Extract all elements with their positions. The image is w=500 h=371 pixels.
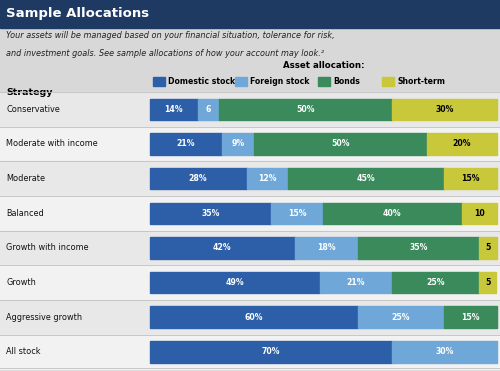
- Bar: [222, 133, 254, 155]
- Text: 25%: 25%: [392, 313, 410, 322]
- Bar: [246, 168, 288, 189]
- Bar: [235, 77, 247, 86]
- Text: 45%: 45%: [357, 174, 376, 183]
- Bar: [150, 272, 320, 293]
- Text: Growth: Growth: [6, 278, 36, 287]
- Text: 21%: 21%: [346, 278, 365, 287]
- Text: Growth with income: Growth with income: [6, 243, 89, 252]
- Text: and investment goals. See sample allocations of how your account may look.²: and investment goals. See sample allocat…: [6, 49, 324, 58]
- Bar: [150, 237, 295, 259]
- Text: 15%: 15%: [288, 209, 306, 218]
- Bar: [150, 133, 222, 155]
- Text: 30%: 30%: [436, 347, 454, 356]
- Text: Aggressive growth: Aggressive growth: [6, 313, 82, 322]
- Text: 42%: 42%: [213, 243, 232, 252]
- Text: 5: 5: [485, 243, 490, 252]
- Bar: [198, 99, 219, 120]
- Bar: [320, 272, 392, 293]
- Text: 21%: 21%: [176, 139, 195, 148]
- Bar: [358, 306, 444, 328]
- Bar: [444, 306, 496, 328]
- Text: Strategy: Strategy: [6, 88, 53, 97]
- Bar: [0, 0, 500, 28]
- Text: 50%: 50%: [296, 105, 315, 114]
- Bar: [462, 203, 496, 224]
- Bar: [0, 161, 500, 196]
- Text: 40%: 40%: [383, 209, 402, 218]
- Text: 5: 5: [485, 278, 490, 287]
- Text: 15%: 15%: [461, 174, 479, 183]
- Bar: [427, 133, 496, 155]
- Text: 28%: 28%: [189, 174, 208, 183]
- Text: Conservative: Conservative: [6, 105, 60, 114]
- Text: Short-term: Short-term: [398, 77, 446, 86]
- Bar: [150, 203, 271, 224]
- Bar: [0, 230, 500, 265]
- Bar: [318, 77, 330, 86]
- Bar: [444, 168, 496, 189]
- Text: 30%: 30%: [436, 105, 454, 114]
- Bar: [152, 77, 164, 86]
- Text: 35%: 35%: [409, 243, 428, 252]
- Text: 20%: 20%: [452, 139, 471, 148]
- Text: 9%: 9%: [232, 139, 244, 148]
- Bar: [150, 341, 392, 362]
- Text: Moderate: Moderate: [6, 174, 46, 183]
- Bar: [0, 92, 500, 127]
- Text: 70%: 70%: [262, 347, 280, 356]
- Bar: [150, 168, 246, 189]
- Text: 18%: 18%: [317, 243, 336, 252]
- Text: Balanced: Balanced: [6, 209, 44, 218]
- Bar: [392, 272, 479, 293]
- Bar: [0, 265, 500, 300]
- Bar: [382, 77, 394, 86]
- Bar: [295, 237, 358, 259]
- Text: 60%: 60%: [244, 313, 263, 322]
- Text: Your assets will be managed based on your financial situation, tolerance for ris: Your assets will be managed based on you…: [6, 31, 335, 40]
- Bar: [392, 341, 496, 362]
- Text: Moderate with income: Moderate with income: [6, 139, 98, 148]
- Text: Bonds: Bonds: [333, 77, 360, 86]
- Bar: [219, 99, 392, 120]
- Bar: [0, 127, 500, 161]
- Text: 25%: 25%: [426, 278, 445, 287]
- Bar: [479, 272, 496, 293]
- Text: Sample Allocations: Sample Allocations: [6, 7, 150, 20]
- Text: 35%: 35%: [201, 209, 220, 218]
- Text: 12%: 12%: [258, 174, 276, 183]
- Bar: [0, 300, 500, 335]
- Text: 14%: 14%: [164, 105, 183, 114]
- Text: 49%: 49%: [225, 278, 244, 287]
- Bar: [150, 306, 358, 328]
- Bar: [323, 203, 462, 224]
- Text: All stock: All stock: [6, 347, 41, 356]
- Text: 50%: 50%: [331, 139, 349, 148]
- Bar: [358, 237, 479, 259]
- Text: 15%: 15%: [461, 313, 479, 322]
- Text: Domestic stock: Domestic stock: [168, 77, 235, 86]
- Bar: [392, 99, 496, 120]
- Text: Foreign stock: Foreign stock: [250, 77, 310, 86]
- Text: 10: 10: [474, 209, 484, 218]
- Bar: [479, 237, 496, 259]
- Text: 6: 6: [206, 105, 211, 114]
- Text: Asset allocation:: Asset allocation:: [283, 62, 364, 70]
- Bar: [0, 335, 500, 369]
- Bar: [254, 133, 427, 155]
- Bar: [271, 203, 323, 224]
- Bar: [150, 99, 198, 120]
- Bar: [0, 196, 500, 230]
- Bar: [288, 168, 444, 189]
